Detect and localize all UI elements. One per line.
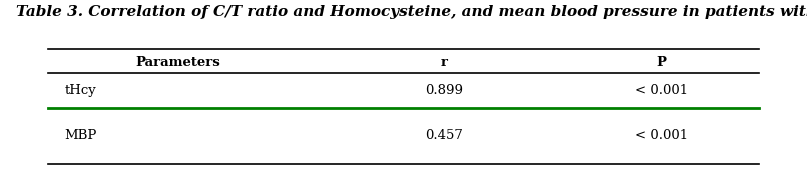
- Text: < 0.001: < 0.001: [635, 84, 688, 97]
- Text: 0.457: 0.457: [425, 129, 462, 142]
- Text: MBP: MBP: [65, 129, 97, 142]
- Text: P: P: [657, 56, 667, 69]
- Text: 0.899: 0.899: [424, 84, 463, 97]
- Text: Parameters: Parameters: [135, 56, 220, 69]
- Text: < 0.001: < 0.001: [635, 129, 688, 142]
- Text: r: r: [441, 56, 447, 69]
- Text: tHcy: tHcy: [65, 84, 96, 97]
- Text: Table 3. Correlation of C/T ratio and Homocysteine, and mean blood pressure in p: Table 3. Correlation of C/T ratio and Ho…: [16, 5, 807, 19]
